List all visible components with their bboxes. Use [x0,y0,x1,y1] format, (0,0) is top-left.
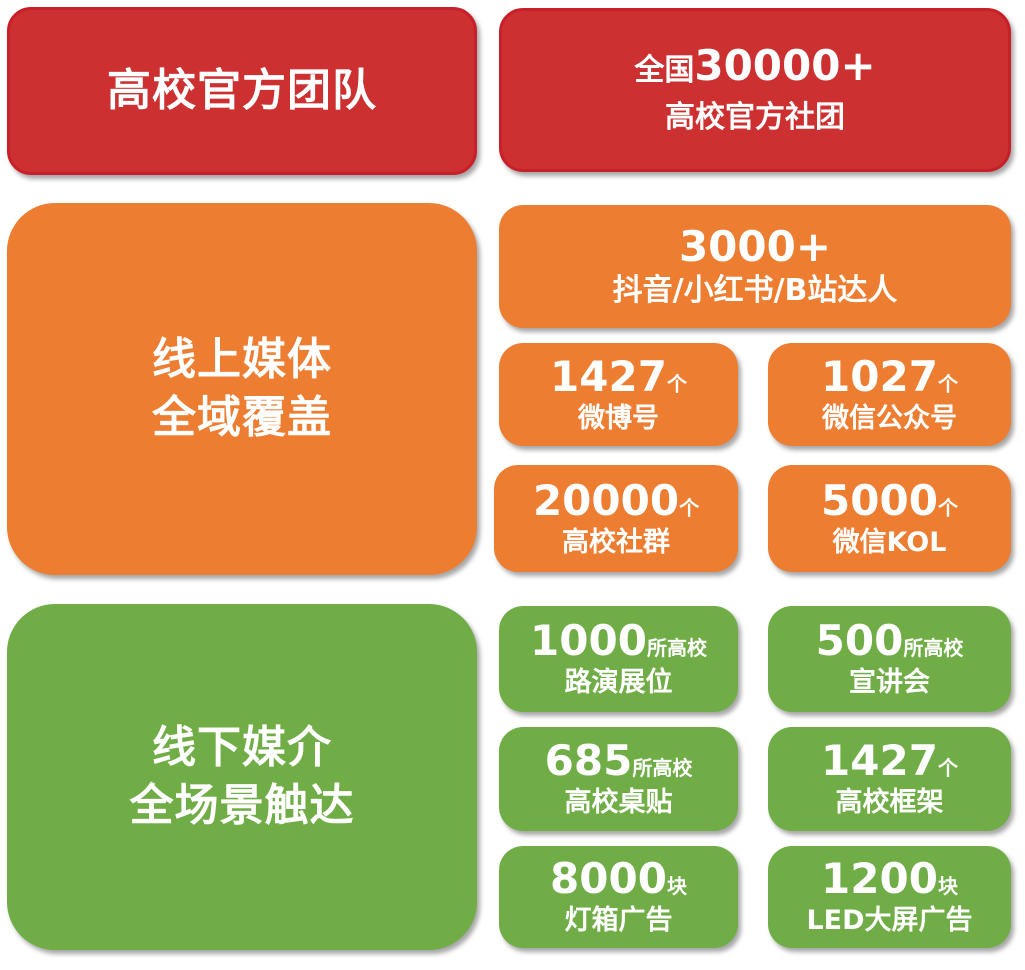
stat-label: 高校社群 [562,526,670,558]
offline-title-box: 线下媒介 全场景触达 [7,604,477,950]
stat-unit: 块 [937,874,958,898]
stat-unit: 所高校 [632,756,693,780]
stat-label: 微信KOL [832,526,947,558]
stat-number: 1427 [821,736,938,785]
stat-unit: 块 [666,874,687,898]
stat-value: 5000个 [821,475,958,525]
stat-unit: 个 [679,495,700,520]
online-top-stat: 3000+ 抖音/小红书/B站达人 [499,205,1011,328]
offline-stat-roadshow: 1000所高校 路演展位 [499,606,738,712]
stat-label: 高校框架 [835,787,944,818]
offline-stat-seminar: 500所高校 宣讲会 [768,606,1011,712]
stat-number: 1000 [530,616,647,665]
stat-label: 高校桌贴 [564,787,673,818]
stat-number: 20000 [532,475,680,525]
online-title-line2: 全域覆盖 [152,392,332,443]
stat-label: 宣讲会 [849,667,930,698]
stat-unit: 个 [937,371,958,396]
online-title-line1: 线上媒体 [152,334,332,385]
online-stat-wechat-accounts: 1027个 微信公众号 [768,343,1011,446]
stat-label: 微信公众号 [822,402,957,434]
stat-number: 685 [544,736,633,785]
offline-stat-led: 1200块 LED大屏广告 [768,846,1011,948]
stat-number: 8000 [550,854,667,903]
stat-value: 8000块 [550,855,687,903]
online-stat-communities: 20000个 高校社群 [494,465,738,572]
team-stat-label: 高校官方社团 [665,100,845,135]
stat-number: 5000 [821,475,938,525]
stat-value: 685所高校 [545,737,693,785]
online-stat-weibo: 1427个 微博号 [499,343,738,446]
team-stat-prefix: 全国 [634,53,695,88]
stat-label: 路演展位 [564,667,673,698]
stat-unit: 个 [666,371,687,396]
stat-value: 1200块 [821,855,958,903]
stat-unit: 所高校 [646,636,707,660]
team-stat-number: 30000+ [694,41,876,90]
stat-value: 1427个 [821,737,958,785]
stat-number: 1200 [821,854,938,903]
offline-stat-lightbox: 8000块 灯箱广告 [499,846,738,948]
stat-label: 抖音/小红书/B站达人 [612,272,898,308]
stat-value: 1427个 [550,351,687,401]
stat-value: 20000个 [532,475,700,525]
team-stat-line: 全国30000+ [634,42,875,98]
online-title-box: 线上媒体 全域覆盖 [7,203,477,575]
offline-stat-frames: 1427个 高校框架 [768,727,1011,831]
stat-number: 3000+ [678,221,832,271]
stat-label: 灯箱广告 [564,905,673,936]
offline-title-line2: 全场景触达 [129,780,355,831]
stat-unit: 个 [937,756,958,780]
stat-unit: 个 [937,495,958,520]
stat-number: 1027 [821,351,938,401]
stat-value: 1027个 [821,351,958,401]
offline-title-line1: 线下媒介 [152,722,332,773]
stat-value: 500所高校 [816,617,964,665]
team-title-box: 高校官方团队 [7,7,477,175]
stat-label: 微博号 [578,402,659,434]
offline-stat-desk-stickers: 685所高校 高校桌贴 [499,727,738,831]
stat-unit: 所高校 [903,636,964,660]
team-stat-box: 全国30000+ 高校官方社团 [499,8,1011,172]
stat-value: 1000所高校 [530,617,707,665]
stat-number: 500 [815,616,904,665]
online-stat-wechat-kol: 5000个 微信KOL [768,465,1011,572]
stat-label: LED大屏广告 [806,905,973,936]
team-title: 高校官方团队 [107,65,377,116]
stat-number: 1427 [550,351,667,401]
